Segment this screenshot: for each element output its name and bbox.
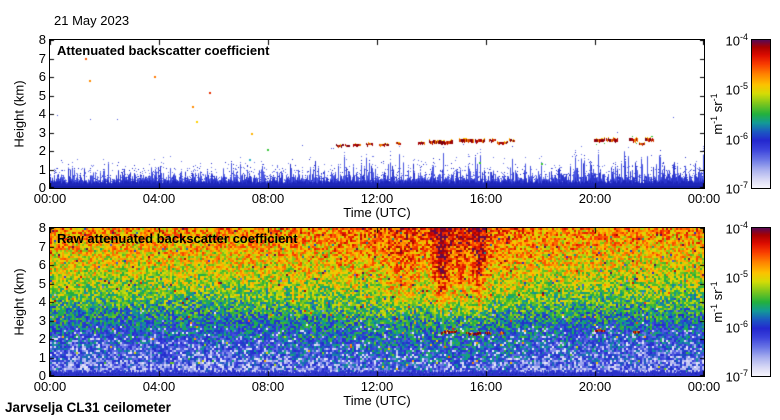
y-tick-label: 6: [38, 257, 46, 272]
height-axis-label-bottom: Height (km): [11, 268, 27, 336]
x-tick-label: 08:00: [251, 379, 285, 394]
colorbar-bottom: [751, 227, 771, 377]
colorbar-tick-label: 10-4: [725, 220, 748, 237]
y-tick-label: 8: [38, 32, 46, 47]
y-tick-label: 5: [38, 87, 46, 103]
colorbar-tick-label: 10-5: [725, 269, 748, 286]
colorbar-tick-exponent: -5: [739, 269, 748, 280]
instrument-label: Jarvselja CL31 ceilometer: [5, 400, 171, 415]
y-tick-label: 5: [38, 275, 46, 291]
colorbar-tick-exponent: -4: [739, 32, 748, 42]
x-tick-label: 00:00: [33, 191, 67, 206]
x-tick-label: 00:00: [687, 379, 721, 394]
x-tick-label: 00:00: [33, 379, 67, 394]
colorbar-tick-label: 10-7: [725, 180, 748, 197]
time-axis-label-bottom: Time (UTC): [343, 393, 411, 408]
height-axis-label-top: Height (km): [11, 80, 27, 148]
attenuated-panel-title: Attenuated backscatter coefficient: [57, 43, 270, 58]
colorbar-tick-exponent: -7: [739, 368, 748, 378]
colorbar-tick-label: 10-4: [725, 32, 748, 49]
x-tick-label: 16:00: [469, 379, 503, 394]
colorbar-tick-exponent: -4: [739, 220, 748, 230]
colorbar-tick-exponent: -6: [739, 318, 748, 329]
y-tick-label: 3: [38, 312, 46, 328]
unit-exponent: -1: [708, 115, 719, 124]
raw-backscatter-heatmap: [49, 227, 705, 377]
colorbar-tick-label: 10-6: [725, 130, 748, 147]
x-tick-label: 08:00: [251, 191, 285, 206]
y-tick-label: 3: [38, 124, 46, 140]
x-tick-label: 12:00: [360, 191, 394, 206]
y-tick-label: 4: [38, 106, 46, 121]
time-axis-label-top: Time (UTC): [343, 205, 411, 220]
colorbar-tick-exponent: -6: [739, 130, 748, 141]
y-tick-label: 2: [38, 331, 46, 346]
y-tick-label: 6: [38, 69, 46, 84]
x-tick-label: 04:00: [142, 379, 176, 394]
raw-panel-title: Raw attenuated backscatter coefficient: [57, 231, 298, 246]
colorbar-tick-label: 10-7: [725, 368, 748, 385]
x-tick-label: 20:00: [578, 379, 612, 394]
y-tick-label: 7: [38, 50, 46, 66]
x-tick-label: 20:00: [578, 191, 612, 206]
x-tick-label: 04:00: [142, 191, 176, 206]
y-tick-label: 4: [38, 294, 46, 309]
y-tick-label: 0: [38, 180, 46, 195]
colorbar-tick-label: 10-5: [725, 81, 748, 98]
y-tick-label: 1: [38, 161, 46, 177]
y-tick-label: 8: [38, 220, 46, 235]
x-tick-label: 16:00: [469, 191, 503, 206]
colorbar-tick-label: 10-6: [725, 318, 748, 335]
colorbar-tick-exponent: -5: [739, 81, 748, 92]
x-tick-label: 12:00: [360, 379, 394, 394]
colorbar-tick-exponent: -7: [739, 180, 748, 190]
y-tick-label: 2: [38, 143, 46, 158]
attenuated-backscatter-heatmap: [49, 39, 705, 189]
unit-exponent: -1: [708, 303, 719, 312]
colorbar-unit-bottom: m-1 sr-1: [708, 281, 726, 323]
colorbar-top: [751, 39, 771, 189]
y-tick-label: 0: [38, 368, 46, 383]
y-tick-label: 1: [38, 349, 46, 365]
y-tick-label: 7: [38, 238, 46, 254]
colorbar-unit-top: m-1 sr-1: [708, 93, 726, 135]
x-tick-label: 00:00: [687, 191, 721, 206]
date-label: 21 May 2023: [54, 13, 130, 28]
